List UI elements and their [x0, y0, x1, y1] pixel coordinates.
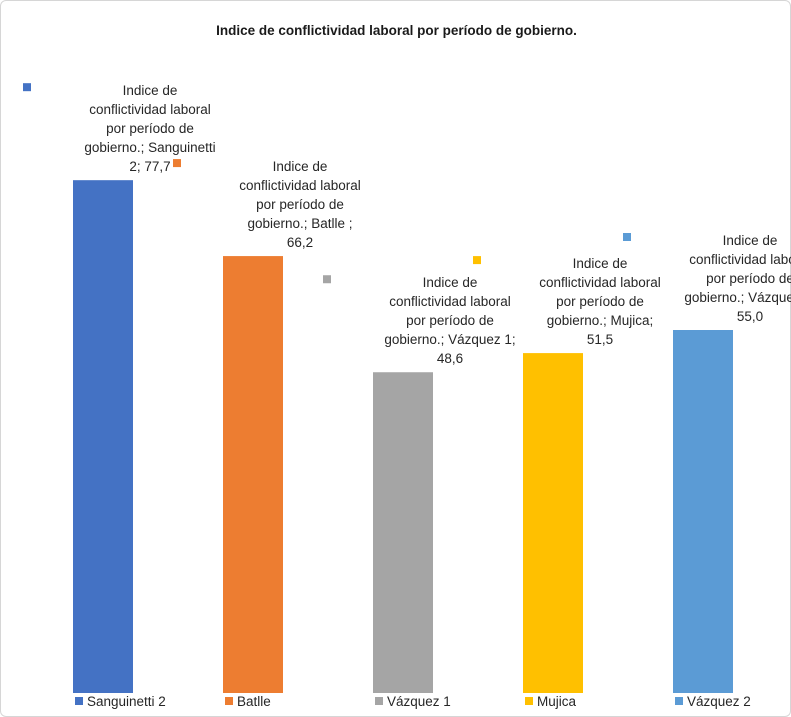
legend-swatch — [75, 697, 83, 705]
data-label-line: gobierno.; Vázquez 1; — [384, 332, 515, 347]
data-label-line: gobierno.; Vázquez 2; — [684, 290, 791, 305]
legend-label: Vázquez 1 — [387, 694, 451, 709]
chart-title: Indice de conflictividad laboral por per… — [216, 23, 577, 38]
data-label-line: gobierno.; Sanguinetti — [84, 140, 215, 155]
data-label-line: 66,2 — [287, 235, 313, 250]
data-label-line: conflictividad laboral — [539, 275, 661, 290]
data-label-key — [623, 233, 631, 241]
data-label-line: gobierno.; Batlle ; — [247, 216, 352, 231]
data-label-line: Indice de — [123, 83, 178, 98]
data-label-line: 48,6 — [437, 351, 463, 366]
bar-v-zquez-2 — [673, 330, 733, 693]
data-label-line: por período de — [556, 294, 644, 309]
data-label: Indice de conflictividad laboral por perío… — [384, 275, 515, 366]
data-label-line: por período de — [106, 121, 194, 136]
data-label-line: Indice de — [423, 275, 478, 290]
data-label-line: conflictividad laboral — [89, 102, 211, 117]
data-label-key — [473, 256, 481, 265]
legend-swatch — [525, 697, 533, 705]
data-label-line: conflictividad laboral — [239, 178, 361, 193]
data-label-key — [173, 159, 181, 168]
data-label-line: Indice de — [273, 159, 328, 174]
data-label-line: por período de — [256, 197, 344, 212]
data-label: Indice de conflictividad laboral por perío… — [239, 159, 361, 250]
bar-mujica — [523, 353, 583, 693]
data-label-line: por período de — [406, 313, 494, 328]
bar-sanguinetti-2 — [73, 180, 133, 693]
data-label-line: por período de — [706, 271, 791, 286]
bar-batlle — [223, 256, 283, 693]
data-label-line: gobierno.; Mujica; — [547, 313, 654, 328]
data-label-line: Indice de — [573, 256, 628, 271]
bar-v-zquez-1 — [373, 372, 433, 693]
data-label-line: 55,0 — [737, 309, 763, 324]
legend-swatch — [675, 697, 683, 705]
data-label-line: 51,5 — [587, 332, 613, 347]
data-label-line: conflictividad laboral — [389, 294, 511, 309]
legend-swatch — [225, 697, 233, 705]
legend-label: Mujica — [537, 694, 577, 709]
legend-label: Batlle — [237, 694, 271, 709]
data-label-line: conflictividad laboral — [689, 252, 791, 267]
data-label: Indice de conflictividad laboral por perío… — [84, 83, 215, 174]
legend-swatch — [375, 697, 383, 705]
data-label-key — [23, 83, 31, 92]
data-label-key — [323, 275, 331, 284]
data-label: Indice de conflictividad laboral por perío… — [684, 233, 791, 324]
data-label-line: 2; 77,7 — [129, 159, 170, 174]
data-label-line: Indice de — [723, 233, 778, 248]
data-label: Indice de conflictividad laboral por perío… — [539, 256, 661, 347]
legend-label: Vázquez 2 — [687, 694, 751, 709]
legend-label: Sanguinetti 2 — [87, 694, 166, 709]
